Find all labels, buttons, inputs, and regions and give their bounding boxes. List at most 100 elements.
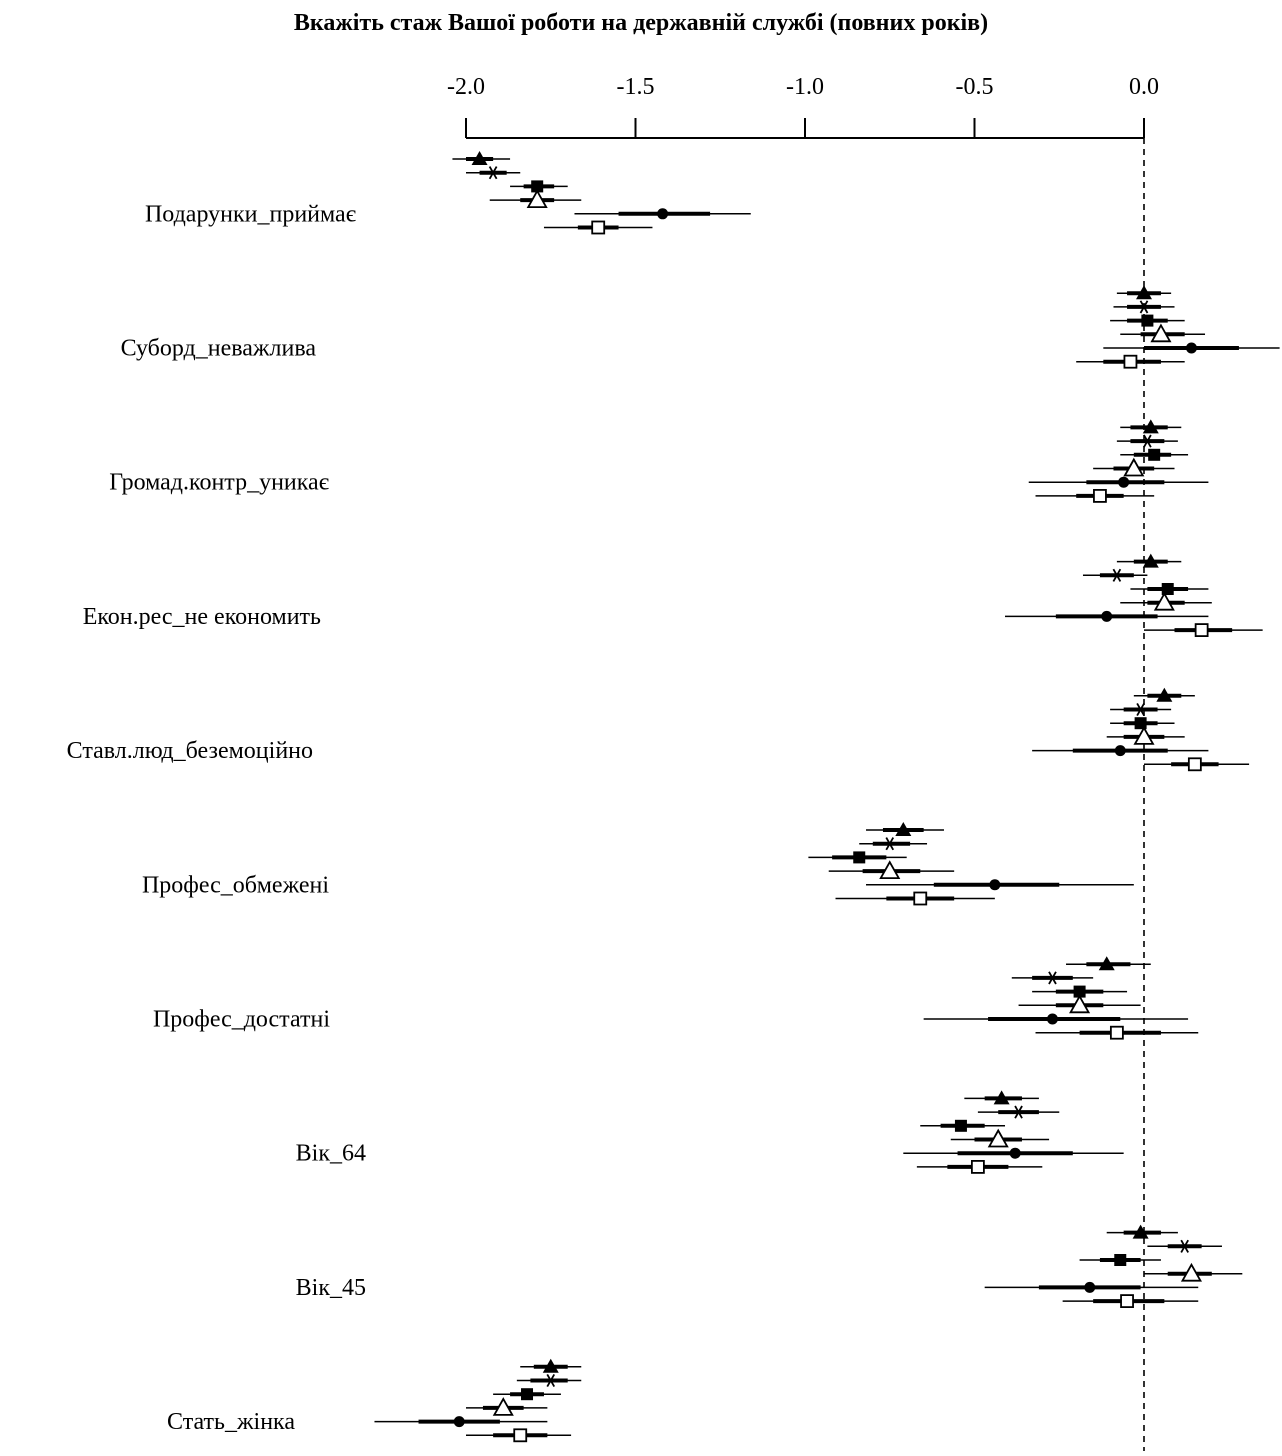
estimate-row — [1018, 994, 1141, 1014]
marker-filled-square — [1161, 583, 1174, 595]
marker-open-square — [591, 220, 606, 235]
marker-filled-triangle — [471, 151, 488, 165]
estimate-row — [1144, 757, 1250, 772]
estimate-row — [920, 1119, 1006, 1132]
marker-asterisk — [1045, 971, 1060, 985]
estimates — [374, 151, 1280, 1443]
marker-asterisk — [1137, 300, 1151, 314]
marker-open-square — [1120, 1294, 1134, 1308]
marker-filled-circle — [1101, 610, 1113, 622]
estimate-row — [1028, 476, 1209, 488]
marker-asterisk — [1011, 1105, 1026, 1119]
marker-asterisk — [486, 166, 501, 180]
chart-title: Вкажіть стаж Вашої роботи на державній с… — [293, 10, 989, 36]
estimate-row — [1032, 745, 1209, 757]
row-label: Екон.рес_не економить — [83, 604, 321, 630]
marker-filled-circle — [453, 1416, 465, 1428]
marker-open-triangle — [879, 860, 901, 879]
estimate-row — [1066, 956, 1151, 971]
marker-filled-triangle — [1156, 687, 1173, 702]
estimate-row — [466, 166, 521, 180]
estimate-row — [1130, 583, 1209, 595]
marker-open-triangle — [526, 189, 548, 209]
marker-open-square — [1123, 354, 1138, 369]
estimate-row — [1116, 553, 1182, 568]
marker-filled-circle — [1185, 342, 1197, 354]
row-label: Профес_обмежені — [142, 872, 329, 898]
estimate-row — [866, 822, 944, 836]
marker-open-triangle — [1153, 591, 1175, 611]
row-label: Ставл.люд_беземоційно — [67, 738, 313, 764]
estimate-row — [374, 1416, 548, 1428]
estimate-row — [964, 1090, 1039, 1105]
marker-filled-circle — [1114, 745, 1126, 757]
estimate-row — [1106, 1224, 1178, 1239]
estimate-row — [1110, 702, 1172, 717]
asterisk-stroke — [1112, 568, 1122, 582]
estimate-row — [1032, 985, 1128, 998]
estimate-row — [1106, 726, 1185, 745]
marker-filled-square — [954, 1119, 967, 1132]
marker-filled-triangle — [1098, 956, 1115, 971]
estimate-row — [950, 1128, 1050, 1148]
estimate-row — [1144, 1262, 1243, 1282]
estimate-row — [1120, 419, 1182, 434]
marker-open-square — [1109, 1025, 1124, 1040]
marker-open-square — [1093, 488, 1107, 503]
estimate-row — [543, 220, 653, 235]
marker-filled-square — [1073, 985, 1086, 998]
estimate-row — [984, 1281, 1199, 1293]
asterisk-stroke — [1136, 702, 1145, 717]
estimate-row — [574, 208, 751, 220]
estimate-row — [1110, 314, 1185, 327]
marker-asterisk — [1133, 702, 1148, 717]
marker-filled-triangle — [1132, 1224, 1149, 1239]
estimate-row — [1110, 717, 1175, 730]
marker-open-triangle — [1150, 323, 1172, 343]
marker-filled-circle — [1009, 1147, 1021, 1159]
estimate-row — [452, 151, 511, 165]
estimate-row — [1120, 448, 1189, 461]
marker-asterisk — [1109, 568, 1124, 582]
estimate-row — [466, 1428, 572, 1443]
estimate-row — [1120, 591, 1212, 611]
estimate-row — [516, 1373, 582, 1388]
marker-filled-circle — [989, 879, 1001, 891]
marker-filled-square — [1141, 314, 1154, 327]
marker-filled-circle — [1118, 476, 1130, 488]
marker-asterisk — [1177, 1239, 1192, 1253]
marker-open-square — [1194, 623, 1209, 637]
estimate-row — [1147, 1239, 1222, 1253]
estimate-row — [489, 189, 582, 209]
estimate-row — [1005, 610, 1209, 622]
row-label: Вік_64 — [296, 1141, 366, 1167]
marker-filled-square — [853, 851, 866, 864]
marker-filled-square — [1114, 1254, 1127, 1266]
row-label: Подарунки_приймає — [145, 201, 356, 227]
x-tick-label: -0.5 — [956, 74, 994, 100]
row-label: Вік_45 — [296, 1275, 366, 1301]
marker-filled-circle — [657, 208, 669, 220]
asterisk-stroke — [1014, 1105, 1023, 1119]
row-label: Профес_достатні — [153, 1006, 330, 1032]
estimate-row — [977, 1105, 1060, 1119]
marker-filled-triangle — [1136, 285, 1152, 300]
estimate-row — [1103, 342, 1280, 354]
estimate-row — [1133, 687, 1195, 702]
estimate-row — [1082, 568, 1148, 582]
x-tick-label: -1.5 — [617, 74, 655, 100]
marker-filled-square — [531, 180, 544, 193]
marker-asterisk — [1140, 434, 1155, 448]
asterisk-stroke — [1180, 1239, 1189, 1253]
estimate-row — [1093, 457, 1175, 477]
marker-filled-triangle — [1142, 419, 1159, 434]
row-label: Громад.контр_уникає — [109, 470, 329, 496]
marker-filled-circle — [1046, 1013, 1058, 1025]
marker-filled-triangle — [542, 1358, 559, 1373]
estimate-row — [1116, 434, 1178, 448]
asterisk-stroke — [1143, 434, 1152, 448]
estimate-row — [866, 879, 1134, 891]
asterisk-stroke — [546, 1373, 556, 1388]
